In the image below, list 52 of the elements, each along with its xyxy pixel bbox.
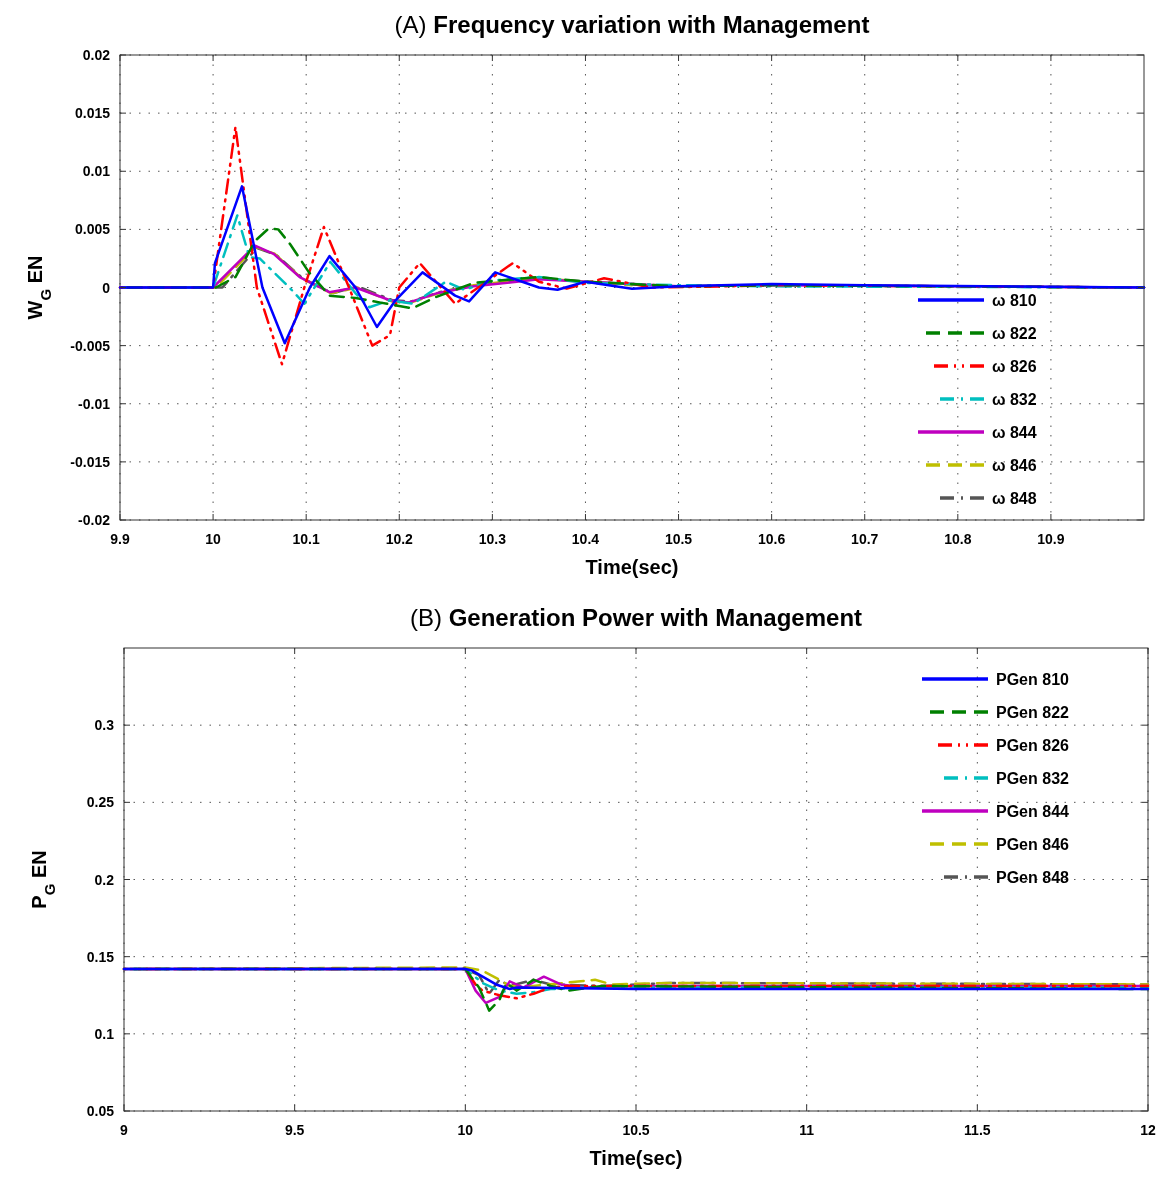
y-tick-label: 0.05 <box>86 1103 115 1119</box>
y-tick-label: -0.02 <box>78 512 111 528</box>
legend-label: PGen 846 <box>996 836 1070 853</box>
x-tick-label: 9.9 <box>110 531 130 547</box>
legend-label: PGen 822 <box>996 704 1070 721</box>
y-tick-label: 0 <box>102 279 111 296</box>
y-tick-label: 0.25 <box>86 794 115 811</box>
y-tick-label: 0.005 <box>74 221 111 238</box>
y-tick-label: 0.15 <box>86 948 115 965</box>
x-axis-title: Time(sec) <box>585 556 679 578</box>
x-tick-label: 10 <box>457 1122 474 1138</box>
chart-title: (B) Generation Power with Management <box>409 604 863 631</box>
y-tick-label: 0.015 <box>74 105 111 122</box>
x-tick-label: 10.5 <box>664 531 693 547</box>
legend-label: ω 822 <box>992 325 1037 342</box>
y-tick-label: -0.015 <box>70 453 111 470</box>
x-tick-label: 9.5 <box>284 1122 305 1138</box>
x-tick-label: 10.8 <box>944 531 972 547</box>
x-tick-label: 12 <box>1140 1122 1156 1138</box>
x-tick-label: 10.4 <box>571 531 600 547</box>
x-tick-label: 9 <box>120 1122 129 1138</box>
legend-label: ω 848 <box>992 490 1037 507</box>
x-axis-title: Time(sec) <box>589 1147 683 1169</box>
y-tick-label: -0.005 <box>70 337 111 354</box>
legend-label: PGen 810 <box>996 671 1070 688</box>
x-tick-label: 10.6 <box>758 531 786 547</box>
x-tick-label: 10.7 <box>851 531 879 547</box>
x-tick-label: 11.5 <box>964 1122 991 1138</box>
y-tick-label: 0.01 <box>82 163 111 180</box>
legend-label: PGen 826 <box>996 737 1070 754</box>
x-tick-label: 10.3 <box>478 531 507 547</box>
x-tick-label: 10.5 <box>622 1122 650 1138</box>
x-tick-label: 10 <box>205 531 222 547</box>
x-tick-label: 10.1 <box>292 531 321 547</box>
y-tick-label: 0.2 <box>94 871 115 888</box>
legend-label: PGen 832 <box>996 770 1070 787</box>
chart-title: (A) Frequency variation with Management <box>394 11 870 38</box>
legend-label: PGen 844 <box>996 803 1070 820</box>
x-tick-label: 10.2 <box>385 531 414 547</box>
y-tick-label: -0.01 <box>78 395 111 412</box>
legend-label: ω 826 <box>992 358 1037 375</box>
legend-label: ω 832 <box>992 391 1037 408</box>
x-tick-label: 10.9 <box>1037 531 1065 547</box>
legend-label: ω 844 <box>992 424 1037 441</box>
y-tick-label: 0.3 <box>94 717 115 734</box>
line-series <box>118 185 1146 345</box>
x-tick-label: 11 <box>799 1122 815 1138</box>
legend-label: ω 846 <box>992 457 1037 474</box>
y-tick-label: 0.1 <box>94 1025 115 1042</box>
legend-label: PGen 848 <box>996 869 1070 886</box>
y-tick-label: 0.02 <box>82 47 111 63</box>
legend-label: ω 810 <box>992 292 1037 309</box>
